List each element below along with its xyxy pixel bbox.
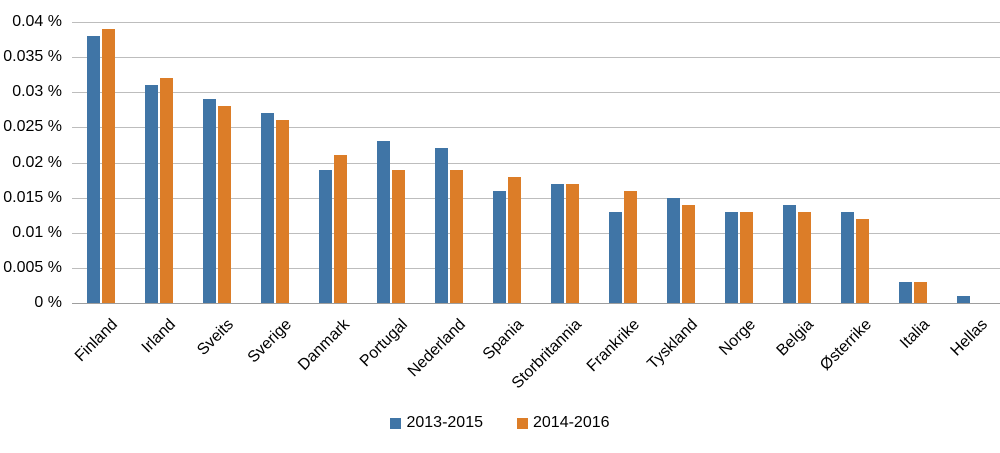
bar-2014-2016-spania: [508, 176, 521, 303]
x-category-label-italia: Italia: [897, 316, 934, 352]
bar-2013-2015-portugal: [377, 141, 390, 303]
y-tick-label: 0.01 %: [12, 224, 62, 241]
y-tick-label: 0 %: [34, 294, 62, 311]
bar-2013-2015-tyskland: [667, 197, 680, 303]
bar-2013-2015-sveits: [203, 99, 216, 303]
legend-swatch-2014-2016-icon: [517, 417, 528, 429]
y-tick-label: 0.03 %: [12, 83, 62, 100]
gridline: [72, 127, 1000, 128]
x-category-label-spania: Spania: [479, 316, 528, 364]
x-category-label-hellas: Hellas: [947, 316, 992, 360]
x-category-label-sverige: Sverige: [244, 316, 296, 367]
bar-2013-2015-sverige: [261, 113, 274, 303]
gridline: [72, 92, 1000, 93]
bar-2013-2015-danmark: [319, 169, 332, 303]
y-tick-label: 0.035 %: [3, 48, 62, 65]
legend-label: 2013-2015: [406, 414, 483, 431]
bar-2014-2016-østerrike: [856, 218, 869, 303]
x-category-label-frankrike: Frankrike: [583, 316, 644, 376]
y-tick-label: 0.02 %: [12, 154, 62, 171]
gridline: [72, 163, 1000, 164]
bar-2013-2015-storbritannia: [551, 183, 564, 303]
bar-2014-2016-tyskland: [682, 204, 695, 303]
bar-2013-2015-hellas: [957, 295, 970, 303]
x-category-label-sveits: Sveits: [194, 316, 238, 359]
bar-2014-2016-norge: [740, 211, 753, 303]
bar-2014-2016-nederland: [450, 169, 463, 303]
bar-2013-2015-spania: [493, 190, 506, 303]
bar-2014-2016-belgia: [798, 211, 811, 303]
gridline: [72, 268, 1000, 269]
bar-2014-2016-italia: [914, 281, 927, 303]
gridline: [72, 233, 1000, 234]
legend: 2013-2015 2014-2016: [0, 414, 1000, 432]
x-category-label-portugal: Portugal: [356, 316, 412, 371]
gridline: [72, 198, 1000, 199]
y-tick-label: 0.005 %: [3, 259, 62, 276]
bar-2014-2016-frankrike: [624, 190, 637, 303]
bar-2014-2016-portugal: [392, 169, 405, 303]
legend-item-2013-2015: 2013-2015: [390, 414, 483, 432]
y-tick-label: 0.015 %: [3, 189, 62, 206]
bar-2014-2016-storbritannia: [566, 183, 579, 303]
legend-swatch-2013-2015-icon: [390, 417, 402, 429]
bar-2013-2015-frankrike: [609, 211, 622, 303]
gridline: [72, 57, 1000, 58]
bar-2014-2016-finland: [102, 29, 115, 303]
x-category-label-finland: Finland: [71, 316, 122, 366]
bar-2013-2015-norge: [725, 211, 738, 303]
bar-2013-2015-italia: [899, 281, 912, 303]
bar-2013-2015-belgia: [783, 204, 796, 303]
bar-2013-2015-finland: [87, 36, 100, 303]
x-axis-line: [72, 303, 1000, 304]
y-tick-label: 0.04 %: [12, 13, 62, 30]
bar-2014-2016-sverige: [276, 120, 289, 303]
bar-2014-2016-danmark: [334, 155, 347, 303]
bar-2014-2016-sveits: [218, 106, 231, 303]
bar-2013-2015-østerrike: [841, 211, 854, 303]
bar-2013-2015-irland: [145, 85, 158, 303]
x-category-label-belgia: Belgia: [773, 316, 818, 360]
x-category-label-norge: Norge: [716, 316, 760, 359]
x-category-label-tyskland: Tyskland: [644, 316, 702, 373]
legend-label: 2014-2016: [533, 414, 610, 431]
gridline: [72, 22, 1000, 23]
y-tick-label: 0.025 %: [3, 118, 62, 135]
bar-2013-2015-nederland: [435, 148, 448, 303]
x-category-label-irland: Irland: [138, 316, 180, 357]
x-category-label-danmark: Danmark: [295, 316, 354, 374]
x-category-label-nederland: Nederland: [404, 316, 470, 381]
bar-2014-2016-irland: [160, 78, 173, 303]
x-category-label-østerrike: Østerrike: [817, 316, 876, 374]
legend-item-2014-2016: 2014-2016: [517, 414, 610, 432]
